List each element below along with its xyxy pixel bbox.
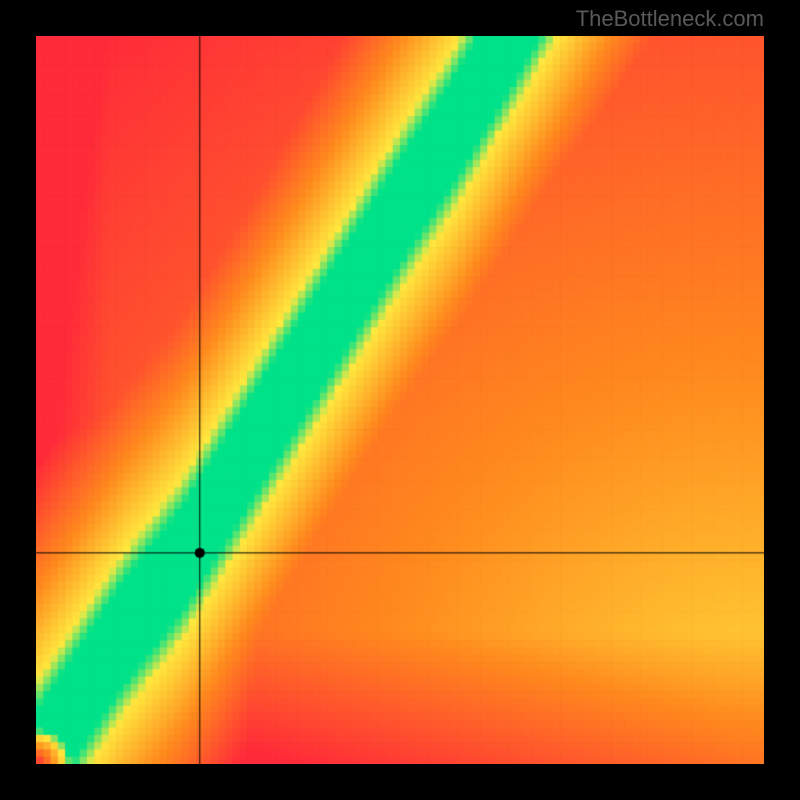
figure-container: TheBottleneck.com [0, 0, 800, 800]
watermark-text: TheBottleneck.com [576, 6, 764, 32]
heatmap-canvas [36, 36, 764, 764]
plot-area [36, 36, 764, 764]
